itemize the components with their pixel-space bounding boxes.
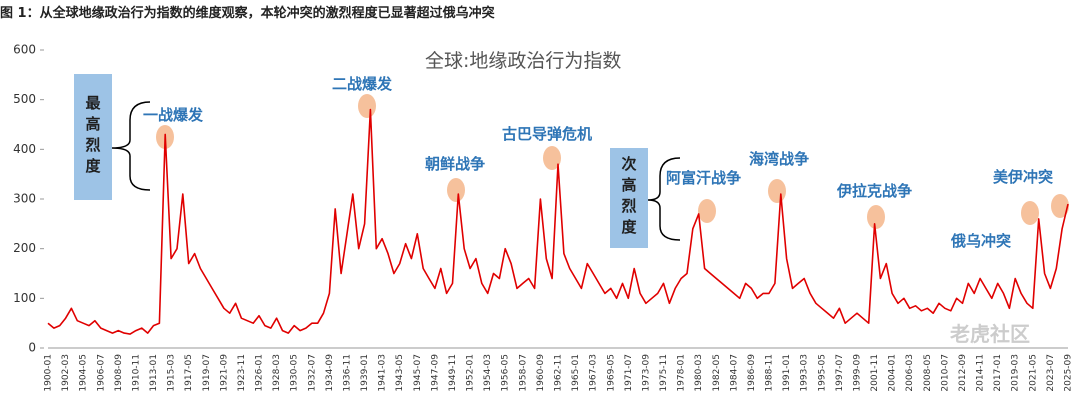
x-tick-label: 1984-07	[729, 354, 739, 392]
x-tick-label: 1988-11	[765, 354, 775, 392]
x-tick-label: 1915-03	[167, 354, 177, 392]
y-tick-label: 600	[13, 43, 36, 57]
x-tick-label: 2021-05	[1028, 354, 1038, 392]
x-tick-label: 2010-07	[940, 354, 950, 392]
x-tick-label: 1936-11	[342, 354, 352, 392]
x-tick-label: 1960-09	[536, 354, 546, 392]
annotation: 美伊冲突	[993, 168, 1054, 186]
x-tick-label: 1952-01	[466, 354, 476, 392]
x-tick-label: 1906-07	[96, 354, 106, 392]
x-tick-label: 1941-03	[378, 354, 388, 392]
x-tick-label: 1958-07	[518, 354, 528, 392]
x-tick-label: 1986-09	[747, 354, 757, 392]
y-tick-label: 500	[13, 92, 36, 106]
annotation: 海湾战争	[749, 150, 810, 168]
annotation: 阿富汗战争	[666, 169, 742, 187]
x-tick-label: 2023-07	[1046, 354, 1056, 392]
x-tick-label: 2025-09	[1064, 354, 1074, 392]
x-tick-label: 2001-11	[870, 354, 880, 392]
x-tick-label: 1902-03	[61, 354, 71, 392]
x-tick-label: 1993-03	[800, 354, 810, 392]
watermark: 老虎社区	[950, 322, 1030, 346]
x-tick-label: 1923-11	[237, 354, 247, 392]
x-tick-label: 1967-03	[589, 354, 599, 392]
x-tick-label: 1975-11	[659, 354, 669, 392]
x-tick-label: 1999-09	[852, 354, 862, 392]
highlight-circles	[156, 94, 1069, 229]
x-tick-label: 1954-03	[483, 354, 493, 392]
x-tick-label: 1900-01	[44, 354, 54, 392]
x-tick-label: 1997-07	[835, 354, 845, 392]
annotation: 一战爆发	[143, 106, 204, 124]
x-tick-label: 1930-05	[290, 354, 300, 392]
x-tick-label: 1945-07	[413, 354, 423, 392]
x-tick-label: 1904-05	[79, 354, 89, 392]
x-tick-label: 1908-09	[114, 354, 124, 392]
x-tick-label: 2008-05	[923, 354, 933, 392]
annotation: 朝鲜战争	[425, 155, 486, 173]
x-tick-label: 1932-07	[307, 354, 317, 392]
x-tick-label: 1939-01	[360, 354, 370, 392]
y-tick-label: 200	[13, 241, 36, 255]
intensity-label: 次高烈度	[610, 148, 648, 248]
series-line	[47, 108, 1069, 335]
x-tick-label: 2004-01	[888, 354, 898, 392]
x-tick-label: 1995-05	[817, 354, 827, 392]
y-tick-label: 100	[13, 291, 36, 305]
chart-title: 全球:地缘政治行为指数	[425, 50, 622, 72]
x-tick-label: 1978-01	[677, 354, 687, 392]
x-tick-label: 1943-05	[395, 354, 405, 392]
x-tick-label: 1947-09	[430, 354, 440, 392]
x-tick-label: 1949-11	[448, 354, 458, 392]
x-tick-label: 1971-07	[624, 354, 634, 392]
x-tick-label: 1910-11	[131, 354, 141, 392]
x-tick-label: 1934-09	[325, 354, 335, 392]
x-tick-label: 1928-03	[272, 354, 282, 392]
x-tick-label: 1982-05	[712, 354, 722, 392]
x-tick-label: 1965-01	[571, 354, 581, 392]
x-tick-label: 2012-09	[958, 354, 968, 392]
x-tick-label: 1980-03	[694, 354, 704, 392]
figure-title: 图 1：从全球地缘政治行为指数的维度观察，本轮冲突的激烈程度已显著超过俄乌冲突	[0, 6, 495, 21]
annotation: 古巴导弹危机	[502, 125, 593, 143]
x-tick-label: 2014-11	[976, 354, 986, 392]
x-tick-label: 1926-01	[255, 354, 265, 392]
annotation: 伊拉克战争	[837, 182, 913, 200]
y-tick-label: 0	[28, 341, 36, 355]
y-tick-label: 300	[13, 192, 36, 206]
y-tick-label: 400	[13, 142, 36, 156]
annotation: 二战爆发	[332, 75, 393, 93]
annotation: 俄乌冲突	[951, 232, 1012, 250]
x-tick-label: 1991-01	[782, 354, 792, 392]
x-tick-label: 2017-01	[993, 354, 1003, 392]
x-tick-label: 1962-11	[554, 354, 564, 392]
x-tick-label: 2019-03	[1011, 354, 1021, 392]
x-tick-label: 1913-01	[149, 354, 159, 392]
brackets	[111, 101, 681, 241]
x-tick-label: 2006-03	[905, 354, 915, 392]
x-tick-label: 1973-09	[641, 354, 651, 392]
intensity-label: 最高烈度	[74, 74, 112, 200]
x-tick-label: 1917-05	[184, 354, 194, 392]
x-tick-label: 1921-09	[219, 354, 229, 392]
x-tick-label: 1969-05	[606, 354, 616, 392]
x-tick-label: 1956-05	[501, 354, 511, 392]
x-tick-label: 1919-07	[202, 354, 212, 392]
